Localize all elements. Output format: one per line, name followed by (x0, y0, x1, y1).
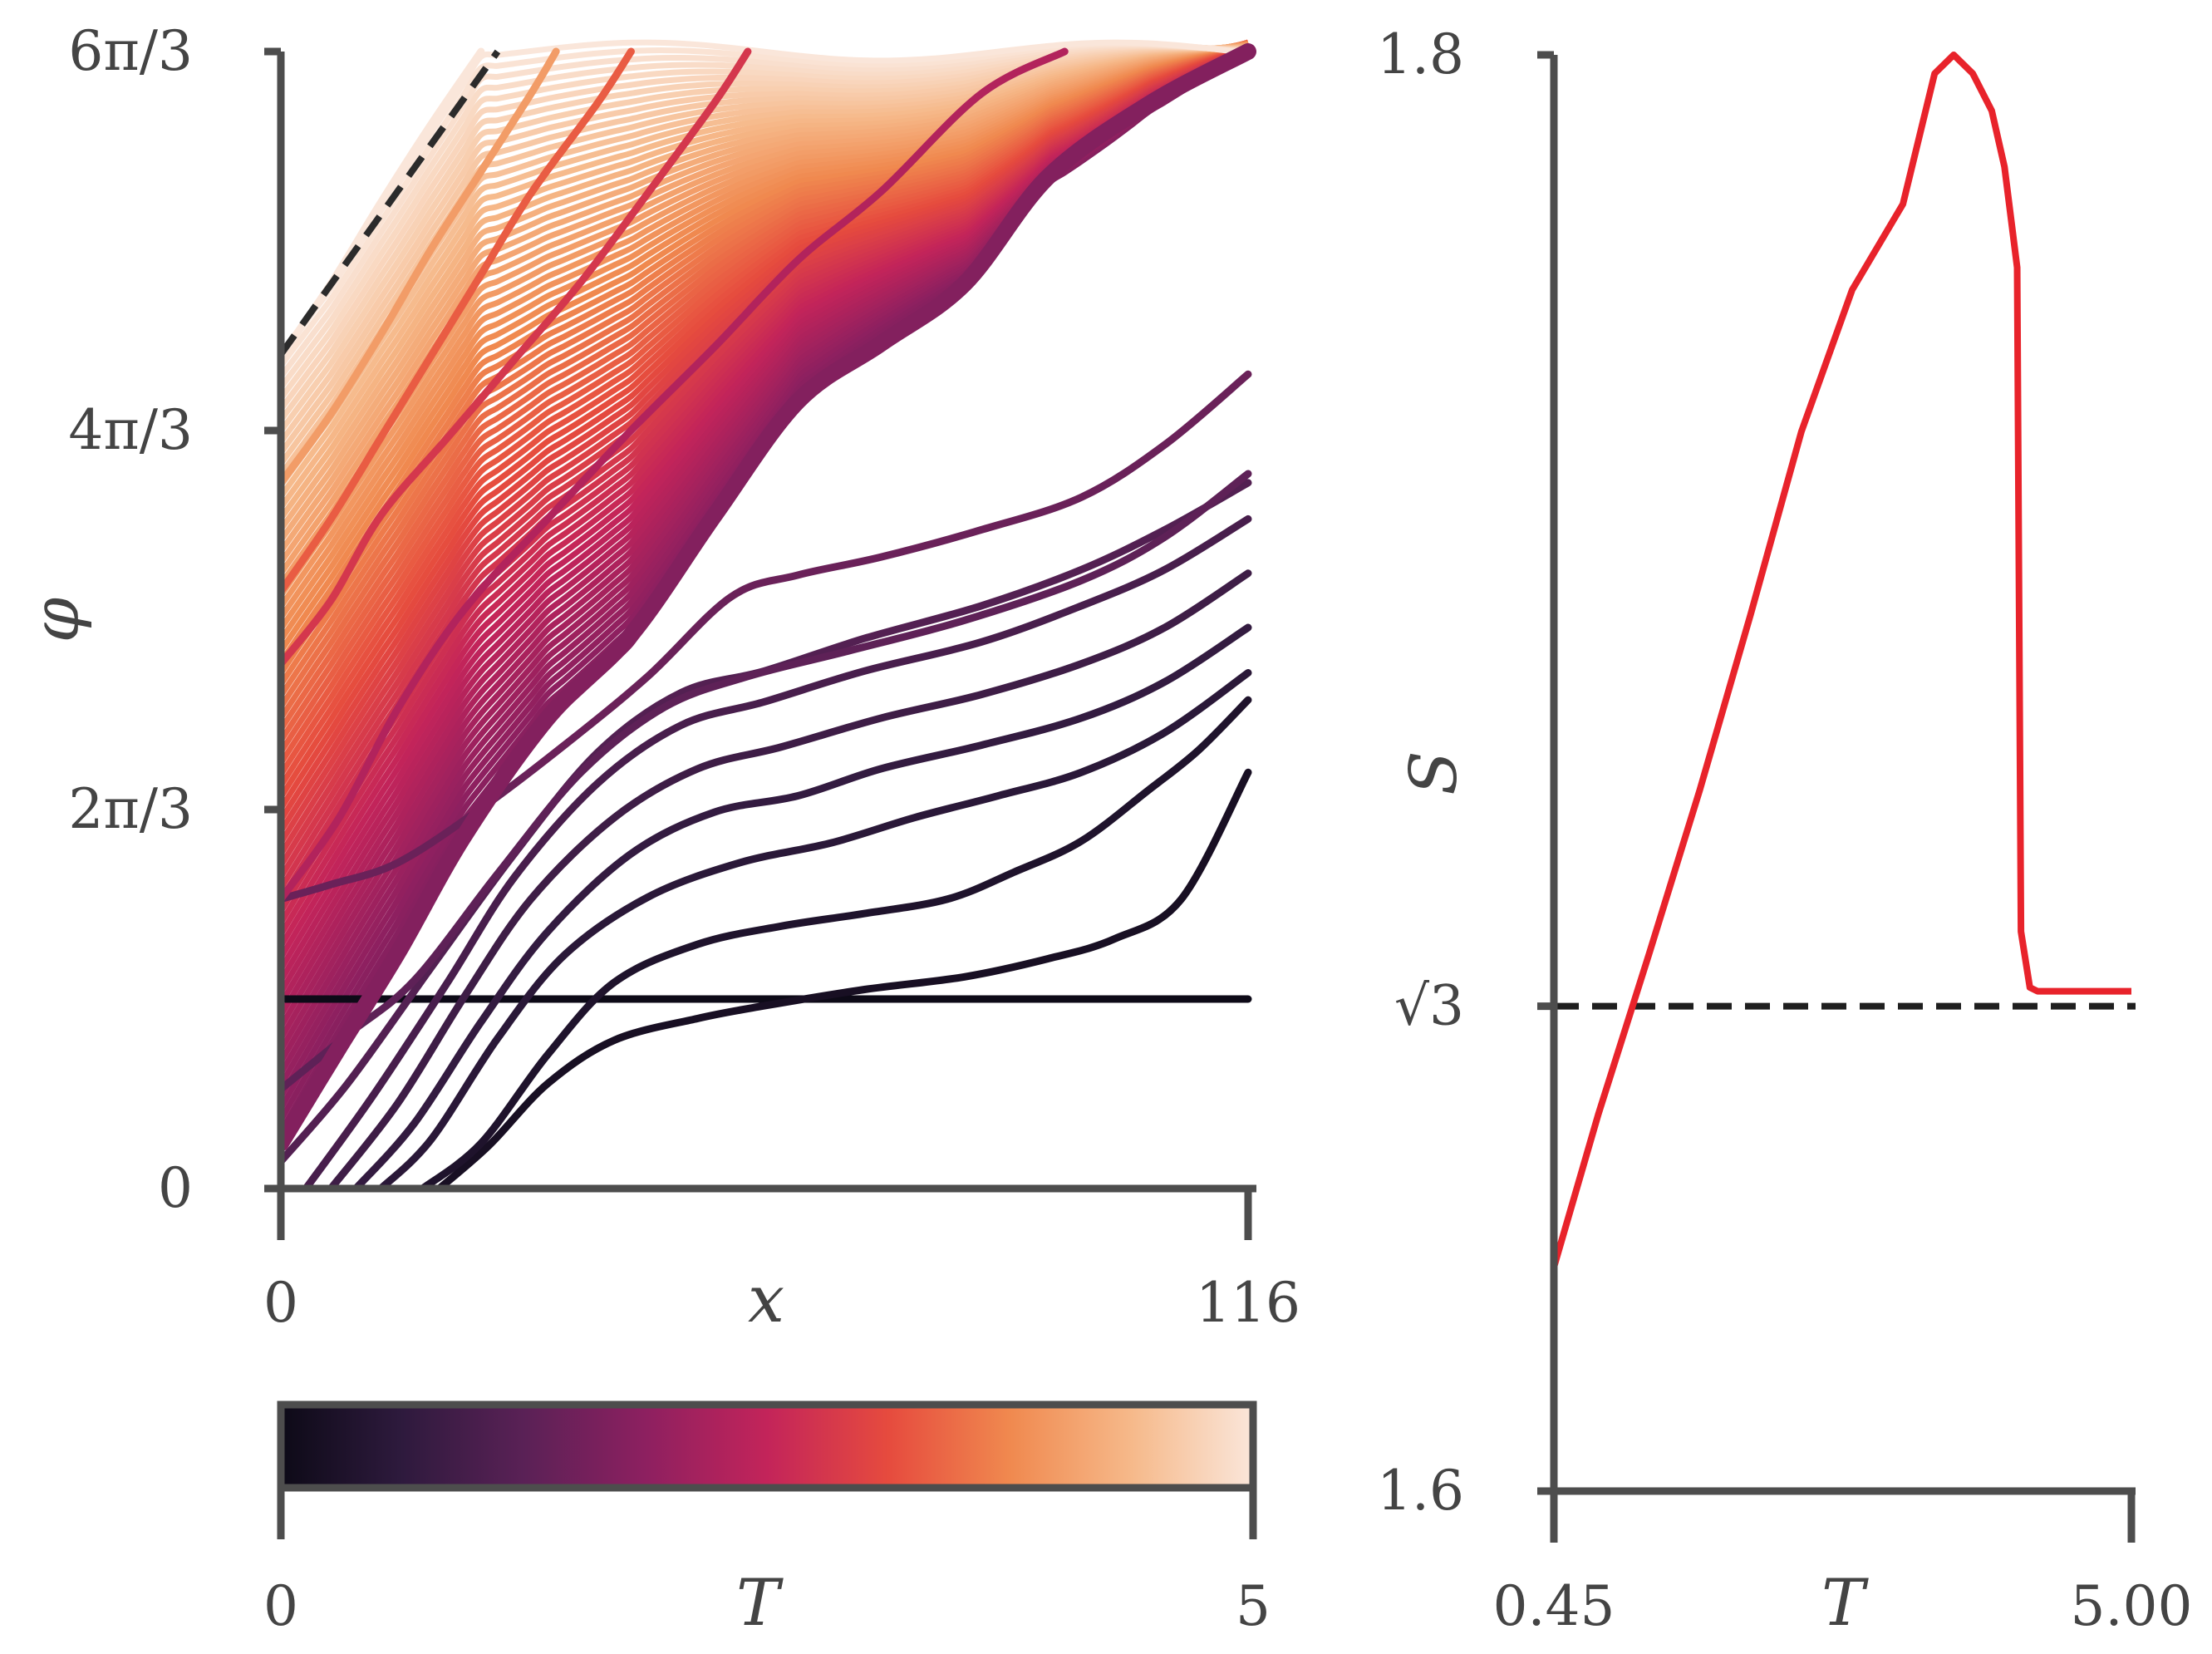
left-ytick-label-3: 6π/3 (68, 19, 193, 83)
left-y-axis-title: φ (19, 597, 94, 642)
colorbar-label: T (736, 1566, 784, 1641)
left-xtick-label-1: 116 (1196, 1271, 1300, 1335)
right-xtick-label-1: 5.00 (2071, 1574, 2193, 1638)
s-vs-t-panel: 1.6 √3 1.8 0.45 5.00 S T (1377, 22, 2192, 1641)
right-ytick-label-0: 1.6 (1377, 1459, 1464, 1523)
phi-curve-9 (281, 370, 1252, 903)
phi-curve-7 (281, 479, 1252, 1165)
left-x-axis-title: x (748, 1263, 784, 1337)
colorbar-tick-label-1: 5 (1236, 1574, 1271, 1638)
right-y-axis-title: S (1397, 751, 1472, 795)
phi-curve-12 (281, 47, 752, 668)
right-y-ticks: 1.6 √3 1.8 (1377, 22, 1554, 1523)
left-ytick-label-2: 4π/3 (68, 398, 193, 462)
right-ytick-label-1: √3 (1394, 974, 1464, 1038)
phi-curve-3 (376, 668, 1252, 1189)
right-x-ticks: 0.45 5.00 (1493, 1491, 2193, 1638)
colorbar-tick-label-0: 0 (263, 1574, 298, 1638)
phi-curve-2 (419, 696, 1252, 1189)
phi-curve-5 (327, 569, 1252, 1189)
left-y-ticks: 0 2π/3 4π/3 6π/3 (68, 19, 281, 1220)
phi-curve-13 (281, 47, 635, 596)
left-ytick-label-0: 0 (158, 1156, 193, 1220)
phi-curve-6 (302, 514, 1252, 1189)
right-x-axis-title: T (1821, 1566, 1869, 1641)
right-ytick-label-2: 1.8 (1377, 22, 1464, 86)
left-ytick-label-1: 2π/3 (68, 777, 193, 841)
phi-curve-1 (435, 768, 1252, 1189)
phi-curve-14 (281, 47, 560, 487)
left-x-ticks: 0 116 (263, 1189, 1300, 1335)
phi-curve-11 (281, 47, 1069, 903)
left-xtick-label-0: 0 (263, 1271, 298, 1335)
colorbar-gradient (277, 1400, 1257, 1492)
s-curve (1554, 52, 2131, 1268)
phi-curve-4 (351, 623, 1252, 1189)
phi-curves (281, 43, 1256, 1189)
phi-curve-8 (281, 470, 1252, 1093)
phi-vs-x-panel: 0 2π/3 4π/3 6π/3 0 116 φ x (19, 19, 1300, 1337)
dense-curve-70 (281, 39, 1249, 357)
left-dashed-reference-line (278, 49, 501, 357)
phi-curve-10 (281, 43, 1256, 1152)
right-xtick-label-0: 0.45 (1493, 1574, 1615, 1638)
